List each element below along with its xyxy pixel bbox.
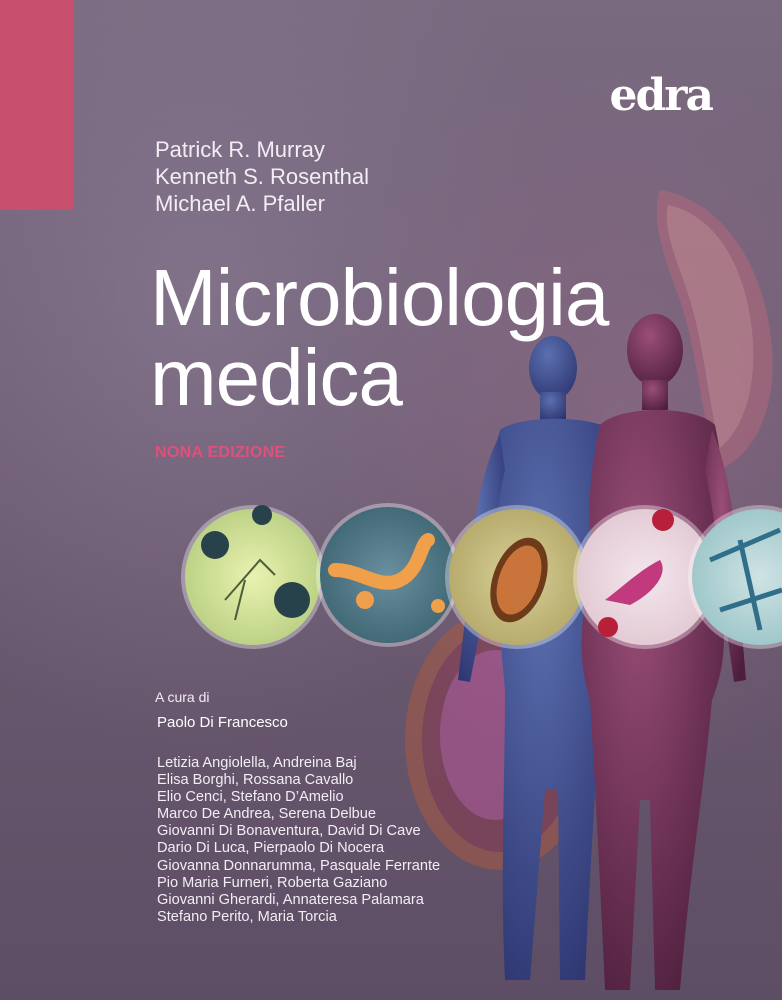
contributor-line: Marco De Andrea, Serena Delbue xyxy=(157,806,377,823)
contributor-line: Giovanna Donnarumma, Pasquale Ferrante xyxy=(157,857,441,874)
contributor-line: Elio Cenci, Stefano D’Amelio xyxy=(157,789,344,806)
author-list: Patrick R. Murray Kenneth S. Rosenthal M… xyxy=(155,136,369,217)
contributor-line: Elisa Borghi, Rossana Cavallo xyxy=(157,772,354,789)
title-line: Microbiologia xyxy=(150,253,609,342)
editor-name: Paolo Di Francesco xyxy=(157,714,288,731)
author-name: Patrick R. Murray xyxy=(155,137,325,162)
contributor-line: Letizia Angiolella, Andreina Baj xyxy=(157,755,357,771)
contributor-line: Dario Di Luca, Pierpaolo Di Nocera xyxy=(157,840,385,857)
edition-label: NONA EDIZIONE xyxy=(155,444,286,461)
author-name: Kenneth S. Rosenthal xyxy=(155,164,370,189)
curated-by-label: A cura di xyxy=(155,689,210,705)
microscopy-circles xyxy=(181,503,782,649)
author-name: Michael A. Pfaller xyxy=(155,191,325,216)
book-title: Microbiologia medica xyxy=(150,253,609,422)
contributor-list: Letizia Angiolella, Andreina Baj Elisa B… xyxy=(157,755,440,926)
contributor-line: Stefano Perito, Maria Torcia xyxy=(157,908,337,925)
publisher-logo: edra xyxy=(609,70,714,121)
contributor-line: Pio Maria Furneri, Roberta Gaziano xyxy=(157,874,388,891)
contributor-line: Giovanni Gherardi, Annateresa Palamara xyxy=(157,891,424,908)
title-line: medica xyxy=(150,333,403,422)
accent-band xyxy=(0,0,73,210)
contributor-line: Giovanni Di Bonaventura, David Di Cave xyxy=(157,823,421,840)
